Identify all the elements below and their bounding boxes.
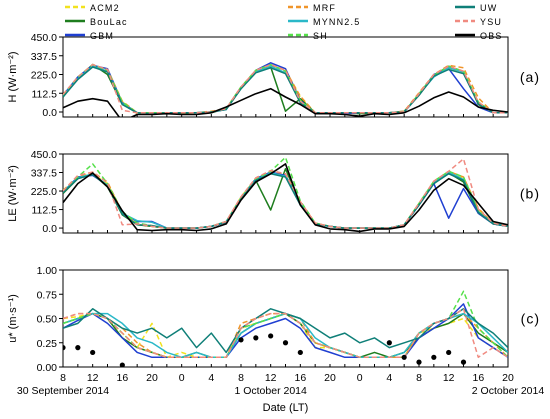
y-tick-label: 1.00 (37, 265, 58, 277)
x-date-label: 1 October 2014 (234, 385, 307, 397)
series-line-uw (63, 66, 508, 115)
legend-label: MYNN2.5 (313, 17, 360, 27)
legend: ACM2 BouLac GBM MRF MYNN2.5 SH UW YSU OBS (65, 3, 503, 41)
obs-point (386, 340, 392, 346)
obs-point (63, 345, 66, 351)
x-tick-label: 20 (146, 372, 158, 384)
y-tick-label: 0.0 (42, 107, 57, 119)
obs-point (401, 354, 407, 360)
y-tick-label: 225.0 (31, 70, 57, 82)
x-tick-label: 0 (179, 372, 185, 384)
legend-label: UW (480, 3, 497, 13)
x-date-label: 2 October 2014 (472, 385, 545, 397)
series-line-sh (63, 156, 508, 229)
obs-point (90, 349, 96, 356)
legend-label: OBS (480, 31, 503, 41)
legend-item-mynn2-5: MYNN2.5 (288, 17, 360, 27)
x-tick-label: 16 (116, 372, 128, 384)
series-group (63, 290, 508, 367)
obs-point (253, 335, 259, 341)
panel-c: 1.00 0.75 0.50 0.25 0.00 u* (m·s⁻¹) (c) (7, 265, 540, 374)
legend-label: SH (313, 31, 328, 41)
plot-frame (62, 36, 509, 118)
y-tick-label: 0.75 (37, 289, 58, 301)
obs-point (431, 354, 437, 360)
panel-label: (c) (521, 311, 540, 327)
legend-label: YSU (480, 17, 502, 27)
y-tick-label: 337.5 (31, 51, 57, 63)
series-line-ysu (63, 158, 508, 229)
x-tick-label: 12 (443, 372, 455, 384)
panel-a: 450.0 337.5 225.0 112.5 0.0 H (W·m⁻²) (a) (7, 32, 540, 119)
series-line-uw (63, 173, 508, 229)
series-group (63, 62, 508, 117)
legend-label: BouLac (90, 17, 128, 27)
x-tick-label: 20 (324, 372, 336, 384)
obs-point (282, 340, 289, 346)
series-line-obs (63, 87, 508, 117)
series-line-obs (63, 163, 508, 233)
x-axis-label: Date (LT) (263, 402, 309, 414)
x-tick-label: 8 (238, 372, 244, 384)
panel-label: (b) (520, 186, 540, 202)
legend-label: ACM2 (90, 3, 120, 13)
obs-point (75, 345, 81, 351)
y-tick-label: 337.5 (31, 168, 57, 180)
x-tick-label: 16 (294, 372, 306, 384)
y-tick-label: 0.0 (42, 223, 57, 235)
y-tick-label: 0.50 (37, 314, 58, 326)
obs-point (268, 333, 274, 339)
series-line-sh (63, 290, 508, 359)
y-axis-label: H (W·m⁻²) (7, 51, 19, 102)
series-line-ysu (63, 308, 508, 359)
legend-item-sh: SH (288, 31, 328, 41)
legend-item-ysu: YSU (455, 17, 502, 27)
x-tick-label: 12 (265, 372, 277, 384)
series-line-ysu (63, 63, 508, 114)
obs-point (119, 362, 125, 367)
x-tick-label: 8 (416, 372, 422, 384)
x-tick-label: 4 (386, 372, 392, 384)
legend-item-boulac: BouLac (65, 17, 128, 27)
obs-point (460, 359, 467, 365)
obs-point (416, 359, 422, 365)
x-date-label: 30 September 2014 (17, 385, 109, 397)
x-tick-label: 4 (208, 372, 214, 384)
y-tick-label: 112.5 (32, 205, 58, 217)
legend-item-obs: OBS (455, 31, 503, 41)
obs-point (238, 337, 244, 343)
y-tick-label: 450.0 (31, 149, 57, 161)
y-tick-label: 225.0 (31, 186, 57, 198)
obs-point (297, 349, 303, 356)
y-tick-label: 0.00 (37, 362, 58, 374)
legend-item-acm2: ACM2 (65, 3, 120, 13)
y-tick-label: 450.0 (31, 32, 57, 44)
x-tick-label: 12 (87, 372, 99, 384)
y-tick-label: 112.5 (32, 88, 58, 100)
series-line-mrf (63, 312, 508, 359)
legend-label: MRF (313, 3, 336, 13)
y-axis-label: u* (m·s⁻¹) (7, 294, 19, 343)
legend-item-gbm: GBM (65, 31, 114, 41)
x-tick-label: 20 (502, 372, 514, 384)
x-axis: 8 12 16 20 0 4 8 12 16 20 0 4 8 12 16 20 30 September 20… (17, 372, 544, 414)
legend-item-uw: UW (455, 3, 497, 13)
x-tick-label: 16 (472, 372, 484, 384)
x-tick-label: 0 (357, 372, 363, 384)
y-axis-label: LE (W·m⁻²) (7, 165, 19, 222)
panel-label: (a) (520, 69, 540, 85)
x-tick-label: 8 (60, 372, 66, 384)
series-group (63, 156, 508, 233)
series-line-gbm (63, 303, 508, 359)
y-tick-label: 0.25 (37, 338, 58, 350)
obs-point (446, 349, 452, 356)
legend-label: GBM (90, 31, 114, 41)
legend-item-mrf: MRF (288, 3, 336, 13)
panel-b: 450.0 337.5 225.0 112.5 0.0 LE (W·m⁻²) (b) (7, 149, 540, 235)
